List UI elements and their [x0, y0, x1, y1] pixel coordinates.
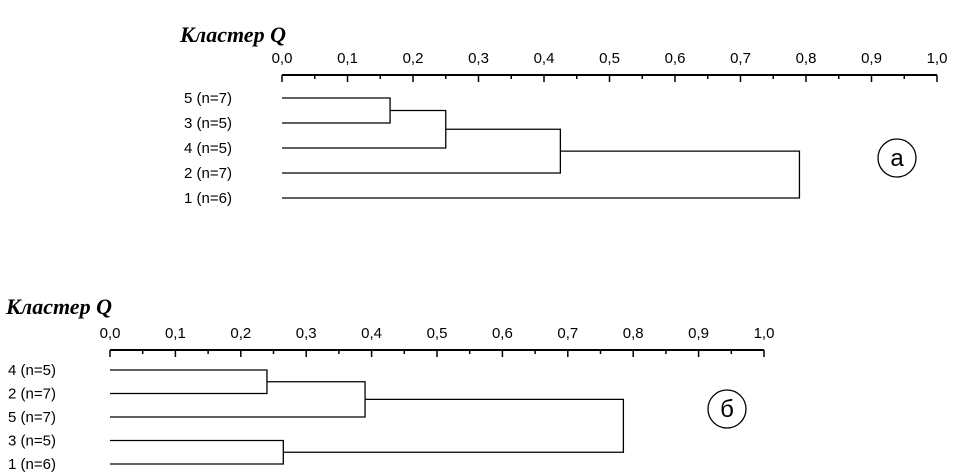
- tick-label: 0,9: [861, 50, 882, 67]
- panel-a-branches: [282, 97, 801, 199]
- panel-b-axis: 0,0 0,1 0,2 0,3 0,4 0,5 0,6 0,7 0,8 0,9 1,0: [100, 325, 775, 357]
- tick-label: 0,3: [468, 50, 489, 67]
- leaf-label: 4 (n=5): [8, 362, 56, 379]
- tick-label: 0,4: [534, 50, 555, 67]
- tick-label: 0,2: [230, 325, 251, 342]
- dendrogram-branch: [282, 109, 447, 149]
- panel-a-axis: 0,0 0,1 0,2 0,3 0,4 0,5 0,6 0,7 0,8 0,9 1,0: [272, 50, 948, 82]
- dendrogram-branch: [283, 398, 625, 453]
- tick-label: 0,4: [361, 325, 382, 342]
- panel-a-letter: а: [890, 145, 904, 172]
- panel-b-letter: б: [720, 396, 734, 423]
- tick-label: 1,0: [754, 325, 775, 342]
- leaf-label: 1 (n=6): [8, 456, 56, 473]
- leaf-label: 4 (n=5): [184, 140, 232, 157]
- tick-label: 0,6: [492, 325, 513, 342]
- tick-label: 0,7: [557, 325, 578, 342]
- tick-label: 0,3: [296, 325, 317, 342]
- dendrogram-branch: [110, 439, 284, 465]
- tick-label: 0,6: [665, 50, 686, 67]
- dendrogram-branch: [110, 369, 268, 395]
- panel-a-badge: а: [877, 138, 917, 178]
- leaf-label: 5 (n=7): [8, 409, 56, 426]
- tick-label: 0,5: [427, 325, 448, 342]
- dendrogram-panel-b: Кластер Q 0,0 0,1 0,2 0,3 0,4 0,5 0,6 0,7 0,8 0,9…: [5, 294, 774, 473]
- tick-label: 0,5: [599, 50, 620, 67]
- panel-b-badge-circle: [707, 389, 747, 429]
- panel-b-title: Кластер Q: [5, 294, 112, 319]
- tick-label: 0,9: [688, 325, 709, 342]
- tick-label: 0,8: [796, 50, 817, 67]
- tick-label: 1,0: [927, 50, 948, 67]
- tick-label: 0,1: [337, 50, 358, 67]
- leaf-label: 2 (n=7): [184, 165, 232, 182]
- leaf-label: 3 (n=5): [8, 433, 56, 450]
- panel-a-leaves: 5 (n=7) 3 (n=5) 4 (n=5) 2 (n=7) 1 (n=6): [184, 90, 232, 207]
- dendrogram-branch: [282, 128, 562, 174]
- panel-a-title: Кластер Q: [179, 22, 286, 47]
- tick-label: 0,7: [730, 50, 751, 67]
- panel-b-leaves: 4 (n=5) 2 (n=7) 5 (n=7) 3 (n=5) 1 (n=6): [8, 362, 56, 473]
- dendrogram-panel-a: Кластер Q 0,0 0,1 0,2 0,3 0,4 0,5 0,6 0,7 0,8 0,9…: [179, 22, 947, 207]
- tick-label: 0,2: [403, 50, 424, 67]
- panel-a-badge-circle: [877, 138, 917, 178]
- panel-b-branches: [110, 369, 625, 465]
- dendrogram-branch: [282, 97, 391, 124]
- tick-label: 0,0: [272, 50, 293, 67]
- panel-b-badge: б: [707, 389, 747, 429]
- leaf-label: 5 (n=7): [184, 90, 232, 107]
- leaf-label: 3 (n=5): [184, 115, 232, 132]
- leaf-label: 2 (n=7): [8, 386, 56, 403]
- tick-label: 0,1: [165, 325, 186, 342]
- tick-label: 0,0: [100, 325, 121, 342]
- tick-label: 0,8: [623, 325, 644, 342]
- dendrogram-branch: [110, 381, 366, 418]
- dendrogram-branch: [282, 150, 801, 199]
- leaf-label: 1 (n=6): [184, 190, 232, 207]
